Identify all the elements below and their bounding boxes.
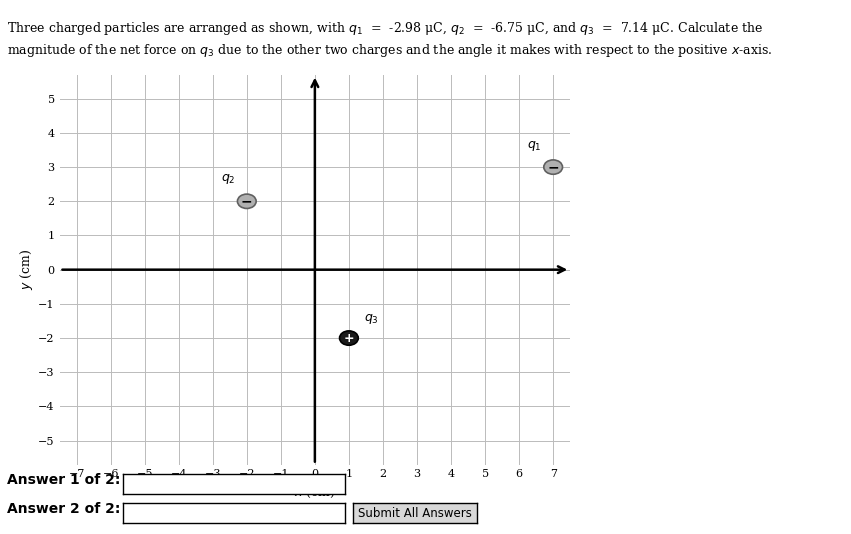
Text: $q_1$: $q_1$ — [527, 139, 542, 153]
Text: Answer 2 of 2:: Answer 2 of 2: — [7, 502, 120, 516]
Ellipse shape — [237, 194, 256, 208]
X-axis label: $x$ (cm): $x$ (cm) — [294, 485, 335, 500]
Text: $q_2$: $q_2$ — [220, 172, 236, 186]
Text: +: + — [344, 332, 354, 344]
Text: −: − — [547, 160, 559, 174]
Text: Submit All Answers: Submit All Answers — [358, 507, 471, 520]
Text: $q_3$: $q_3$ — [363, 312, 379, 326]
Text: magnitude of the net force on $q_3$ due to the other two charges and the angle i: magnitude of the net force on $q_3$ due … — [7, 42, 773, 59]
Text: Three charged particles are arranged as shown, with $q_1$  =  -2.98 μC, $q_2$  =: Three charged particles are arranged as … — [7, 20, 763, 37]
Text: −: − — [241, 194, 253, 208]
Ellipse shape — [544, 160, 563, 174]
Text: Answer 1 of 2:: Answer 1 of 2: — [7, 473, 120, 486]
Y-axis label: $y$ (cm): $y$ (cm) — [19, 249, 36, 290]
Ellipse shape — [340, 331, 358, 345]
